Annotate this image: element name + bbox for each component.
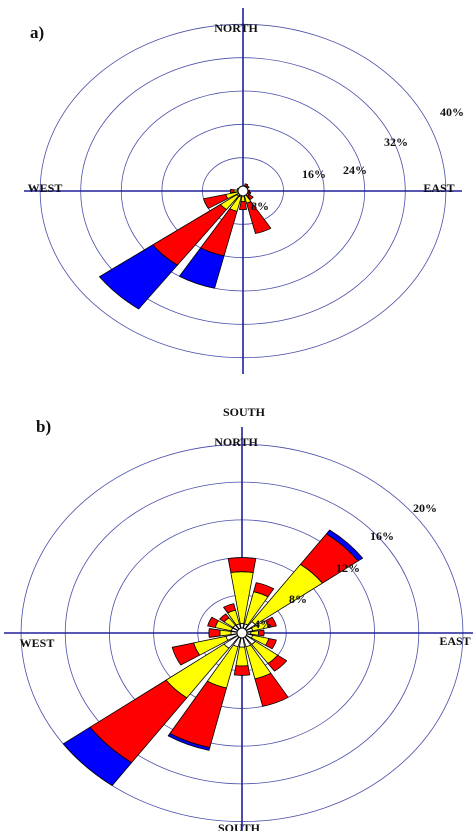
- ring-label-16: 16%: [370, 529, 394, 543]
- petal-135deg-bin-3: [267, 654, 288, 672]
- petal-180deg-bin-3: [233, 665, 251, 676]
- ring-label-32: 32%: [384, 135, 408, 149]
- calm-center-circle: [237, 185, 249, 197]
- petal-270deg-bin-3: [229, 188, 235, 194]
- ring-label-16: 16%: [302, 167, 326, 181]
- direction-label-west: WEST: [28, 181, 63, 195]
- direction-label-north: NORTH: [214, 435, 258, 449]
- petal-292.5deg-bin-3: [207, 616, 219, 628]
- wind-rose-panel-a: 8% 16% 24% 32% 40% NORTH SOUTH EAST WEST a): [24, 8, 464, 419]
- ring-label-20: 20%: [413, 501, 437, 515]
- petal-112.5deg-bin-3: [265, 638, 277, 650]
- direction-label-east: EAST: [439, 634, 470, 648]
- petal-225deg-bin-4: [62, 726, 133, 786]
- petal-270deg-bin-2: [219, 629, 232, 637]
- wind-rose-panel-b: 4% 8% 12% 16% 20% NORTH SOUTH EAST WEST b): [4, 417, 473, 831]
- petal-270deg-bin-3: [208, 628, 221, 638]
- petal-67.5deg-bin-3: [265, 616, 277, 628]
- ring-label-12: 12%: [336, 561, 360, 575]
- direction-label-south: SOUTH: [223, 405, 266, 419]
- petal-157.5deg-bin-3: [246, 201, 272, 234]
- petal-45deg-bin-4: [326, 529, 364, 562]
- petal-180deg-bin-3: [239, 200, 247, 211]
- petal-90deg-bin-2: [250, 630, 259, 636]
- direction-label-east: EAST: [423, 181, 454, 195]
- petal-22.5deg-bin-3: [253, 582, 275, 598]
- petal-180deg-bin-2: [235, 646, 249, 667]
- calm-center-circle: [236, 627, 248, 639]
- petal-202.5deg-bin-4: [179, 247, 225, 289]
- ring-label-8: 8%: [289, 592, 307, 606]
- petal-247.5deg-bin-3: [203, 194, 229, 209]
- petal-225deg-bin-4: [99, 244, 178, 310]
- petal-315deg-bin-3: [219, 613, 230, 623]
- ring-label-40: 40%: [440, 105, 464, 119]
- panel-label: a): [30, 23, 44, 42]
- direction-label-west: WEST: [20, 636, 55, 650]
- ring-label-24: 24%: [343, 163, 367, 177]
- petal-202.5deg-bin-4: [167, 733, 211, 751]
- direction-label-north: NORTH: [214, 21, 258, 35]
- petal-337.5deg-bin-3: [223, 603, 236, 614]
- panel-label: b): [36, 417, 51, 436]
- petal-157.5deg-bin-3: [254, 672, 289, 707]
- direction-label-south: SOUTH: [218, 821, 261, 831]
- ring-label-4: 4%: [254, 617, 272, 631]
- petal-247.5deg-bin-3: [171, 642, 201, 666]
- petal-90deg-bin-3: [257, 629, 265, 637]
- ring-label-8: 8%: [251, 199, 269, 213]
- petal-0deg-bin-3: [227, 557, 257, 573]
- petal-135deg-bin-3: [247, 194, 254, 200]
